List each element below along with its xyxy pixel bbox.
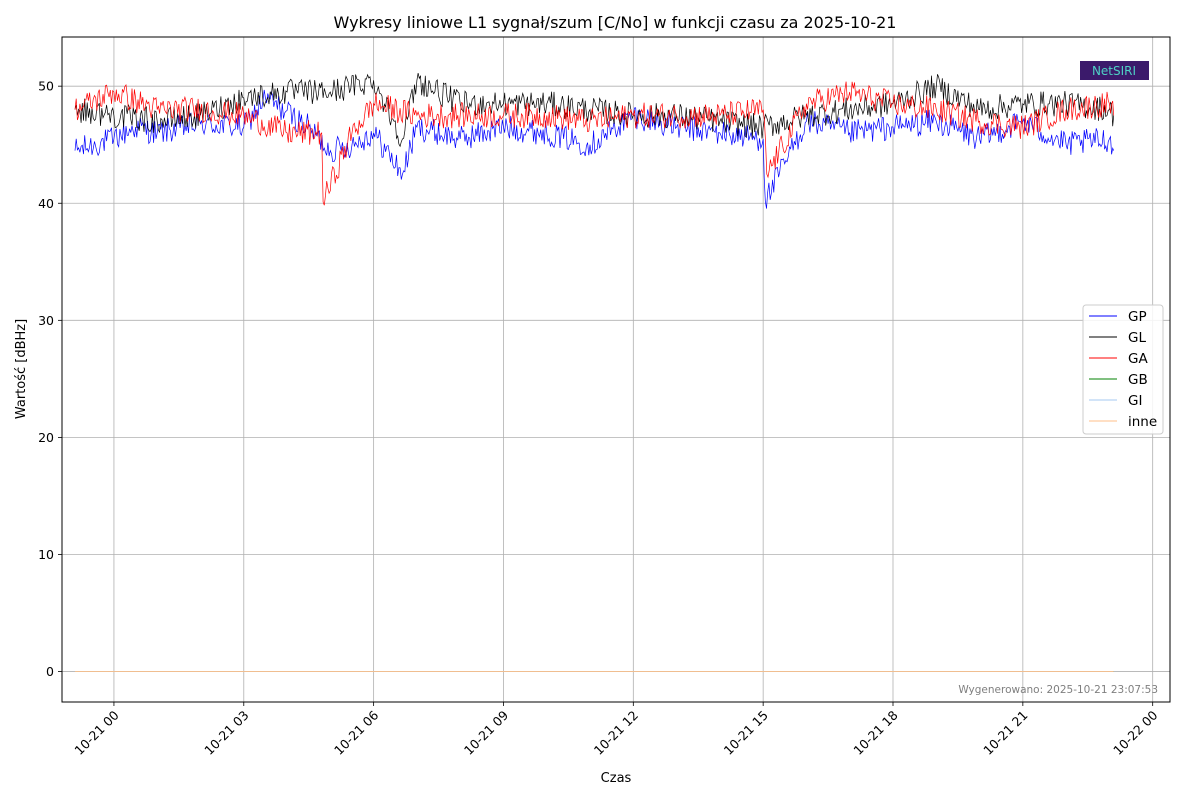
series-line-GL bbox=[74, 73, 1115, 148]
y-tick-label: 0 bbox=[46, 664, 54, 679]
x-tick-label: 10-22 00 bbox=[1110, 707, 1160, 757]
x-axis: 10-21 00 10-21 03 10-21 06 10-21 09 10-21 12… bbox=[71, 702, 1160, 758]
logo-text: NetSIRI bbox=[1092, 64, 1136, 78]
legend-label-GA: GA bbox=[1128, 351, 1148, 367]
y-tick-label: 30 bbox=[38, 313, 54, 328]
legend-label-GI: GI bbox=[1128, 393, 1142, 409]
x-tick-label: 10-21 21 bbox=[980, 708, 1030, 758]
series-layer bbox=[74, 73, 1115, 673]
logo-background bbox=[1080, 61, 1149, 80]
x-tick-label: 10-21 00 bbox=[71, 707, 121, 757]
legend-label-GL: GL bbox=[1128, 330, 1146, 346]
y-tick-label: 50 bbox=[38, 79, 54, 94]
legend-label-inne: inne bbox=[1128, 414, 1157, 430]
y-tick-label: 40 bbox=[38, 196, 54, 211]
y-axis-label: Wartość [dBHz] bbox=[14, 319, 29, 419]
x-axis-label: Czas bbox=[601, 771, 632, 786]
x-tick-label: 10-21 03 bbox=[201, 708, 251, 758]
x-tick-label: 10-21 06 bbox=[331, 707, 381, 757]
x-tick-label: 10-21 15 bbox=[721, 708, 771, 758]
y-tick-label: 10 bbox=[38, 547, 54, 562]
plot-frame bbox=[61, 36, 1171, 703]
series-GL bbox=[74, 73, 1115, 148]
legend-label-GP: GP bbox=[1128, 309, 1147, 325]
x-tick-label: 10-21 18 bbox=[850, 707, 900, 757]
generated-timestamp: Wygenerowano: 2025-10-21 23:07:53 bbox=[958, 684, 1158, 696]
chart-title: Wykresy liniowe L1 sygnał/szum [C/No] w … bbox=[334, 13, 897, 32]
y-tick-label: 20 bbox=[38, 430, 54, 445]
legend: GP GL GA GB GI inne bbox=[1082, 304, 1164, 435]
x-tick-label: 10-21 09 bbox=[461, 707, 511, 757]
y-axis: 0 10 20 30 40 50 bbox=[38, 79, 62, 679]
legend-label-GB: GB bbox=[1128, 372, 1148, 388]
netsiri-logo: NetSIRI bbox=[1080, 61, 1149, 80]
series-GA bbox=[74, 81, 1115, 206]
series-line-GA bbox=[74, 81, 1115, 206]
x-tick-label: 10-21 12 bbox=[591, 708, 641, 758]
